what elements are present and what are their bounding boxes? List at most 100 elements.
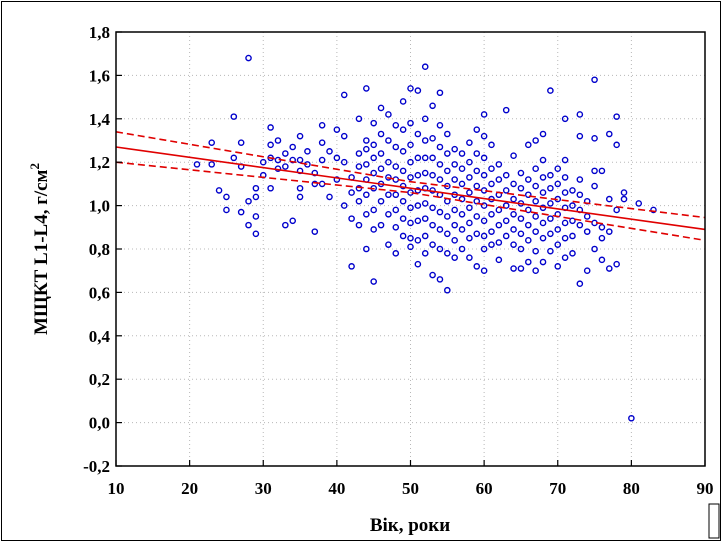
data-point [193, 161, 201, 168]
data-point [532, 182, 539, 190]
data-point [525, 258, 532, 266]
y-tick-label: -0,2 [83, 457, 110, 476]
x-tick-label: 40 [328, 479, 345, 498]
data-point [414, 87, 422, 94]
data-point [480, 232, 488, 240]
data-point [539, 258, 547, 266]
data-point [517, 184, 525, 192]
data-point [444, 130, 451, 138]
data-point [326, 193, 333, 201]
data-point [385, 174, 392, 181]
data-point [569, 217, 576, 225]
data-point [414, 154, 422, 162]
data-point [414, 260, 422, 268]
data-point [495, 239, 503, 246]
data-point [569, 232, 576, 240]
data-point [488, 180, 495, 188]
data-point [554, 263, 562, 270]
data-point [385, 210, 392, 218]
data-point [458, 165, 466, 173]
data-point [444, 230, 451, 238]
data-point [252, 213, 260, 220]
data-point [510, 152, 517, 159]
data-point [525, 221, 532, 229]
confidence-band-upper [115, 131, 706, 219]
data-point [392, 223, 400, 231]
data-point [451, 176, 458, 183]
data-point [458, 226, 466, 233]
y-axis-label: МЩКТ L1-L4, г/см2 [27, 163, 52, 335]
data-point [605, 195, 613, 203]
data-point [399, 197, 407, 205]
data-point [598, 167, 606, 175]
data-point [480, 245, 488, 253]
data-point [480, 132, 488, 140]
data-point [473, 126, 481, 133]
data-point [488, 241, 495, 248]
data-point [370, 206, 377, 214]
data-point [532, 228, 539, 235]
y-tick-label: 1,8 [89, 23, 110, 42]
y-tick-label: 1,2 [89, 153, 110, 172]
grid [116, 32, 705, 466]
data-point [421, 154, 429, 162]
x-tick-label: 90 [697, 479, 714, 498]
data-point [296, 132, 304, 140]
data-point [429, 241, 436, 248]
y-tick-label: 0,6 [89, 283, 110, 302]
data-point [495, 161, 503, 168]
data-point [473, 150, 481, 157]
x-tick-label: 50 [402, 479, 419, 498]
data-point [377, 165, 385, 173]
data-point [458, 245, 466, 253]
data-point [466, 189, 473, 196]
data-point [598, 234, 606, 242]
data-point [399, 126, 407, 133]
data-point [421, 200, 429, 207]
data-point [576, 280, 584, 288]
data-point [502, 217, 510, 225]
data-point [296, 184, 304, 192]
data-point [370, 278, 377, 285]
data-point [466, 139, 473, 146]
data-point [510, 265, 517, 272]
data-point [429, 154, 436, 162]
data-point [245, 54, 252, 62]
data-point [421, 115, 429, 123]
data-point [355, 150, 363, 157]
scroll-handle[interactable] [708, 503, 720, 539]
data-point [355, 163, 363, 170]
data-point [495, 176, 503, 183]
data-point [267, 184, 274, 192]
x-tick-label: 70 [549, 479, 566, 498]
data-point [282, 150, 289, 157]
data-point [569, 187, 576, 194]
y-axis-label-superscript: 2 [27, 163, 42, 170]
data-point [363, 210, 370, 218]
data-point [296, 193, 304, 201]
data-point [495, 221, 503, 229]
data-point [510, 226, 517, 233]
data-point [267, 141, 274, 149]
data-point [532, 247, 539, 255]
data-point [473, 213, 481, 220]
data-point [525, 191, 532, 199]
data-point [370, 119, 377, 127]
data-point [561, 156, 569, 164]
data-point [598, 223, 606, 231]
data-point [547, 171, 554, 179]
data-point [385, 241, 392, 248]
data-point [561, 254, 569, 261]
data-point [385, 137, 392, 144]
y-tick-label: 0,2 [89, 370, 110, 389]
x-tick-label: 10 [108, 479, 125, 498]
data-point [377, 197, 385, 205]
data-point [583, 267, 591, 275]
data-point [436, 276, 444, 283]
data-point [569, 250, 576, 257]
data-point [252, 230, 260, 238]
data-points [193, 54, 657, 422]
data-point [502, 171, 510, 179]
data-point [510, 210, 517, 218]
data-point [377, 130, 385, 138]
